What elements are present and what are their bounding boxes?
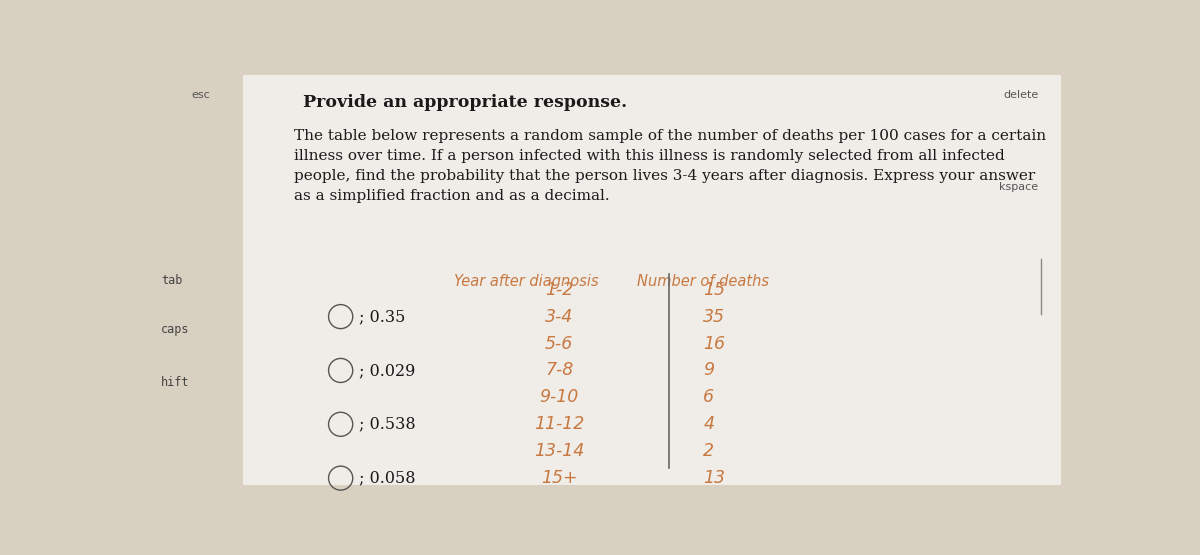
Text: 15+: 15+ (541, 469, 577, 487)
Text: 35: 35 (703, 307, 725, 326)
Text: 1-2: 1-2 (545, 281, 574, 299)
Text: ; 0.058: ; 0.058 (359, 470, 415, 487)
Text: 16: 16 (703, 335, 725, 352)
Text: 9: 9 (703, 361, 714, 380)
Text: 3-4: 3-4 (545, 307, 574, 326)
Text: kspace: kspace (1000, 182, 1038, 192)
Text: 2: 2 (703, 442, 714, 460)
Text: 13-14: 13-14 (534, 442, 584, 460)
Text: 7-8: 7-8 (545, 361, 574, 380)
Text: delete: delete (1003, 90, 1038, 100)
Text: 9-10: 9-10 (540, 388, 578, 406)
Text: The table below represents a random sample of the number of deaths per 100 cases: The table below represents a random samp… (294, 129, 1046, 203)
Text: caps: caps (161, 323, 190, 336)
Text: 15: 15 (703, 281, 725, 299)
Text: Provide an appropriate response.: Provide an appropriate response. (304, 94, 628, 112)
Text: hift: hift (161, 376, 190, 390)
Text: 13: 13 (703, 469, 725, 487)
Text: ; 0.029: ; 0.029 (359, 362, 415, 379)
Text: 6: 6 (703, 388, 714, 406)
Text: 5-6: 5-6 (545, 335, 574, 352)
Text: 4: 4 (703, 415, 714, 433)
Text: ; 0.538: ; 0.538 (359, 416, 416, 433)
Text: Year after diagnosis: Year after diagnosis (455, 274, 599, 289)
Text: esc: esc (192, 90, 211, 100)
Text: 11-12: 11-12 (534, 415, 584, 433)
Text: Number of deaths: Number of deaths (637, 274, 769, 289)
Text: ; 0.35: ; 0.35 (359, 308, 406, 325)
Text: tab: tab (161, 274, 182, 287)
